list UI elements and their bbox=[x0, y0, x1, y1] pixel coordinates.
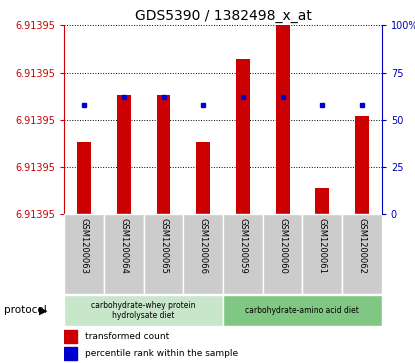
Text: protocol: protocol bbox=[4, 305, 47, 315]
Text: GSM1200060: GSM1200060 bbox=[278, 218, 287, 274]
Text: percentile rank within the sample: percentile rank within the sample bbox=[85, 349, 238, 358]
Text: carbohydrate-amino acid diet: carbohydrate-amino acid diet bbox=[246, 306, 359, 315]
Text: carbohydrate-whey protein
hydrolysate diet: carbohydrate-whey protein hydrolysate di… bbox=[91, 301, 196, 320]
Bar bbox=[156, 95, 171, 214]
Text: GSM1200065: GSM1200065 bbox=[159, 218, 168, 274]
Text: GSM1200066: GSM1200066 bbox=[199, 218, 208, 274]
FancyBboxPatch shape bbox=[342, 214, 382, 294]
Text: GSM1200061: GSM1200061 bbox=[318, 218, 327, 274]
FancyBboxPatch shape bbox=[183, 214, 223, 294]
Bar bbox=[315, 188, 329, 214]
Bar bbox=[77, 142, 91, 214]
FancyBboxPatch shape bbox=[64, 214, 104, 294]
Bar bbox=[64, 330, 77, 343]
Bar bbox=[64, 347, 77, 360]
FancyBboxPatch shape bbox=[263, 214, 303, 294]
Bar bbox=[196, 142, 210, 214]
Text: ▶: ▶ bbox=[39, 305, 48, 315]
Bar bbox=[236, 60, 250, 214]
Bar bbox=[117, 95, 131, 214]
Text: GSM1200059: GSM1200059 bbox=[238, 218, 247, 274]
Title: GDS5390 / 1382498_x_at: GDS5390 / 1382498_x_at bbox=[134, 9, 312, 23]
FancyBboxPatch shape bbox=[104, 214, 144, 294]
FancyBboxPatch shape bbox=[303, 214, 342, 294]
Text: GSM1200062: GSM1200062 bbox=[357, 218, 366, 274]
FancyBboxPatch shape bbox=[223, 214, 263, 294]
Text: transformed count: transformed count bbox=[85, 333, 169, 341]
FancyBboxPatch shape bbox=[144, 214, 183, 294]
FancyBboxPatch shape bbox=[223, 295, 382, 326]
FancyBboxPatch shape bbox=[64, 295, 223, 326]
Text: GSM1200064: GSM1200064 bbox=[120, 218, 128, 274]
Bar bbox=[276, 25, 290, 214]
Text: GSM1200063: GSM1200063 bbox=[80, 218, 89, 274]
Bar bbox=[355, 116, 369, 214]
